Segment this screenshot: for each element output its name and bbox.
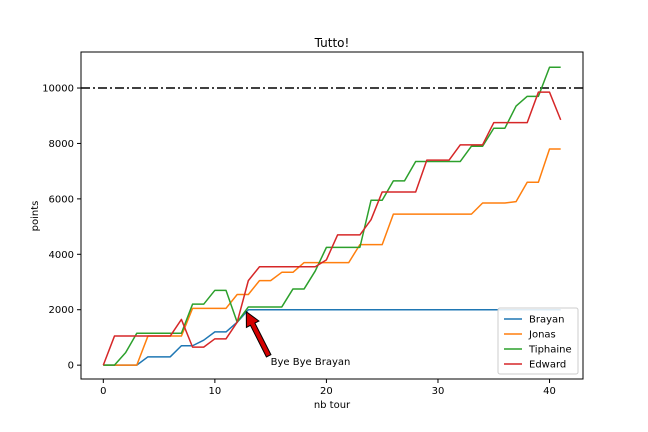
y-tick-label: 0 — [68, 361, 74, 372]
legend-label-brayan: Brayan — [529, 315, 564, 326]
x-tick-label: 30 — [432, 386, 445, 397]
legend-box — [497, 307, 579, 375]
series-line-edward — [102, 91, 562, 366]
x-axis-label: nb tour — [314, 400, 351, 411]
y-tick-label: 2000 — [49, 305, 74, 316]
x-tick-label: 0 — [100, 386, 106, 397]
axes-frame — [80, 51, 584, 380]
x-tick-label: 20 — [320, 386, 333, 397]
annotation-text: Bye Bye Brayan — [271, 357, 351, 368]
y-tick-label: 4000 — [49, 250, 74, 261]
series-line-jonas — [103, 148, 561, 366]
legend-label-tiphaine: Tiphaine — [528, 345, 572, 356]
annotation-arrow — [245, 310, 272, 358]
x-tick-label: 10 — [208, 386, 221, 397]
y-tick-label: 10000 — [42, 84, 74, 95]
chart-title: Tutto! — [314, 36, 350, 50]
y-axis-label: points — [30, 201, 41, 232]
y-tick-label: 8000 — [49, 139, 74, 150]
y-tick-label: 6000 — [49, 194, 74, 205]
legend-label-edward: Edward — [529, 360, 566, 371]
series-line-brayan — [103, 308, 561, 366]
x-tick-label: 40 — [543, 386, 556, 397]
legend-label-jonas: Jonas — [528, 330, 556, 341]
plot-area: Bye Bye Brayan 0 10 20 30 40 0 2000 4000 6000 8000… — [42, 51, 584, 397]
legend: Brayan Jonas Tiphaine Edward — [497, 307, 579, 375]
